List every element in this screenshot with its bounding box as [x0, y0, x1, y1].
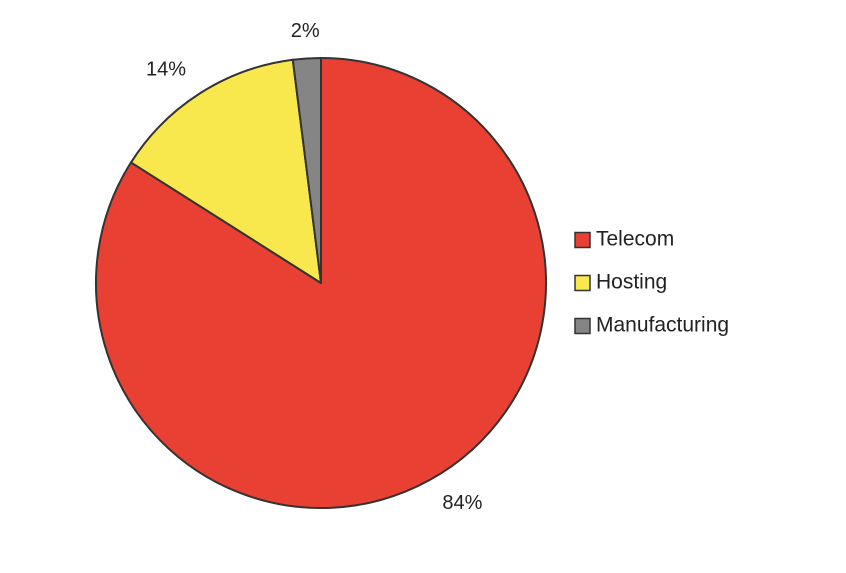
data-label-manufacturing: 2% — [291, 20, 320, 42]
legend-swatch-telecom — [574, 231, 591, 249]
pie-slices — [95, 56, 547, 509]
legend: Telecom Hosting Manufacturing — [574, 228, 729, 337]
legend-label-manufacturing: Manufacturing — [596, 314, 729, 337]
pie-slice-hosting — [130, 58, 322, 284]
legend-label-hosting: Hosting — [596, 271, 667, 294]
legend-swatch-hosting — [574, 274, 591, 292]
pie-slice-manufacturing — [291, 56, 322, 284]
legend-item-telecom: Telecom — [574, 228, 674, 251]
pie-data-labels: 84% 14% 2% — [146, 20, 483, 514]
legend-item-manufacturing: Manufacturing — [574, 314, 729, 337]
legend-item-hosting: Hosting — [574, 271, 667, 294]
legend-label-telecom: Telecom — [596, 228, 674, 251]
data-label-hosting: 14% — [146, 58, 186, 80]
data-label-telecom: 84% — [442, 492, 482, 514]
legend-swatch-manufacturing — [574, 317, 591, 335]
